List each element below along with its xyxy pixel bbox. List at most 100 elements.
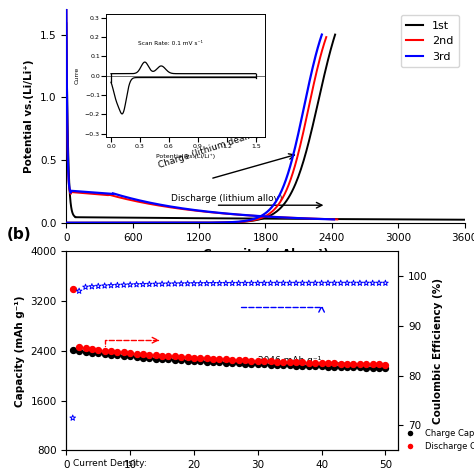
Point [267, 357, 274, 365]
Y-axis label: Capacity (mAh g⁻¹): Capacity (mAh g⁻¹) [15, 295, 25, 407]
Point [190, 354, 198, 362]
Point [369, 361, 376, 368]
Text: 2046 mAh g⁻¹: 2046 mAh g⁻¹ [258, 356, 356, 365]
Point [305, 279, 313, 287]
Point [280, 279, 287, 287]
Point [273, 279, 281, 287]
Point [356, 360, 364, 368]
Point [107, 351, 115, 358]
Point [350, 360, 357, 368]
Point [299, 279, 306, 287]
Point [241, 356, 249, 364]
Point [286, 358, 293, 366]
Point [299, 359, 306, 366]
Point [350, 364, 357, 371]
Point [197, 354, 204, 362]
Point [164, 280, 172, 288]
Point [203, 355, 210, 362]
Point [343, 279, 351, 287]
Point [260, 279, 268, 287]
Point [330, 279, 338, 287]
Point [292, 358, 300, 366]
Point [363, 364, 370, 371]
Point [114, 348, 121, 356]
Point [171, 353, 179, 360]
Point [273, 358, 281, 365]
Point [222, 359, 230, 366]
Point [254, 279, 262, 287]
Point [267, 279, 274, 287]
Legend: Charge Capacity, Discharge Capacity: Charge Capacity, Discharge Capacity [398, 425, 474, 454]
Point [216, 280, 223, 287]
Point [228, 359, 236, 367]
Point [197, 358, 204, 365]
Point [299, 362, 306, 370]
Point [146, 354, 153, 362]
Point [318, 363, 325, 370]
Point [228, 280, 236, 287]
Point [375, 279, 383, 287]
Point [324, 359, 332, 367]
Point [311, 359, 319, 366]
Point [343, 360, 351, 367]
Point [133, 281, 140, 288]
Point [235, 280, 242, 287]
Point [152, 355, 159, 362]
Point [133, 353, 140, 361]
Point [101, 350, 109, 358]
Point [127, 349, 134, 357]
Point [177, 280, 185, 287]
Point [88, 349, 96, 356]
Point [184, 354, 191, 361]
Point [152, 280, 159, 288]
Legend: 1st, 2nd, 3rd: 1st, 2nd, 3rd [401, 15, 459, 67]
Point [280, 361, 287, 369]
Point [254, 357, 262, 365]
Point [210, 355, 217, 363]
Point [369, 364, 376, 372]
Point [286, 279, 293, 287]
Point [146, 351, 153, 358]
Point [120, 352, 128, 360]
Text: Discharge (lithium alloy): Discharge (lithium alloy) [172, 194, 283, 203]
X-axis label: Capacity (mAh g⁻¹): Capacity (mAh g⁻¹) [202, 248, 328, 261]
Point [152, 351, 159, 359]
Point [164, 352, 172, 360]
Point [330, 363, 338, 371]
Point [273, 361, 281, 369]
Point [184, 357, 191, 365]
Point [184, 280, 191, 287]
Point [69, 346, 76, 354]
Point [158, 280, 166, 288]
Point [94, 346, 102, 354]
Point [127, 281, 134, 289]
Point [247, 357, 255, 365]
Point [190, 357, 198, 365]
Point [177, 353, 185, 361]
Point [107, 282, 115, 289]
Point [75, 344, 83, 351]
Point [139, 350, 147, 358]
Point [75, 287, 83, 295]
Point [120, 349, 128, 356]
Point [139, 354, 147, 361]
Point [292, 362, 300, 369]
Point [247, 280, 255, 287]
Point [324, 279, 332, 287]
Point [88, 346, 96, 353]
Point [216, 359, 223, 366]
Point [146, 281, 153, 288]
Point [286, 362, 293, 369]
Point [158, 355, 166, 363]
Point [190, 280, 198, 287]
Point [241, 360, 249, 367]
Point [197, 280, 204, 287]
Point [216, 356, 223, 363]
Point [280, 358, 287, 365]
Point [75, 347, 83, 355]
Point [337, 363, 345, 371]
Point [82, 283, 89, 291]
Point [267, 361, 274, 368]
Point [337, 279, 345, 287]
Point [350, 279, 357, 287]
